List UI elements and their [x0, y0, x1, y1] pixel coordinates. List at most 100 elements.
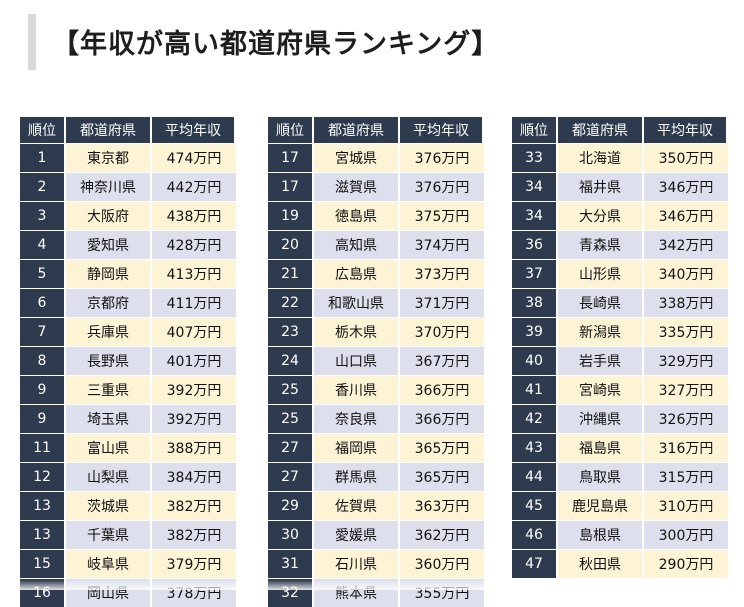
income-cell: 366万円 — [400, 404, 484, 433]
income-cell: 438万円 — [152, 201, 236, 230]
table-row: 20 高知県 374万円 — [268, 230, 484, 259]
rank-cell: 11 — [20, 433, 66, 462]
rank-cell: 29 — [268, 491, 314, 520]
income-cell: 379万円 — [152, 549, 236, 578]
rank-cell: 36 — [512, 230, 558, 259]
income-cell: 340万円 — [644, 259, 728, 288]
table-row: 7 兵庫県 407万円 — [20, 317, 236, 346]
ranking-table-2: 順位 都道府県 平均年収 17 宮城県 376万円 17 滋賀県 376万円 19 徳島県 37… — [268, 117, 484, 607]
rank-cell: 45 — [512, 491, 558, 520]
table-row: 27 群馬県 365万円 — [268, 462, 484, 491]
rank-cell: 5 — [20, 259, 66, 288]
rank-cell: 39 — [512, 317, 558, 346]
income-cell: 338万円 — [644, 288, 728, 317]
rank-cell: 19 — [268, 201, 314, 230]
prefecture-cell: 大阪府 — [66, 201, 152, 230]
rank-cell: 31 — [268, 549, 314, 578]
table-row: 42 沖縄県 326万円 — [512, 404, 728, 433]
table-row: 6 京都府 411万円 — [20, 288, 236, 317]
table-header-row: 順位 都道府県 平均年収 — [268, 117, 484, 143]
table-row: 30 愛媛県 362万円 — [268, 520, 484, 549]
prefecture-cell: 新潟県 — [558, 317, 644, 346]
prefecture-cell: 広島県 — [314, 259, 400, 288]
income-cell: 442万円 — [152, 172, 236, 201]
table-row: 39 新潟県 335万円 — [512, 317, 728, 346]
income-cell: 371万円 — [400, 288, 484, 317]
rank-cell: 15 — [20, 549, 66, 578]
income-cell: 428万円 — [152, 230, 236, 259]
income-cell: 315万円 — [644, 462, 728, 491]
table-row: 43 福島県 316万円 — [512, 433, 728, 462]
prefecture-cell: 島根県 — [558, 520, 644, 549]
table-row: 24 山口県 367万円 — [268, 346, 484, 375]
income-cell: 360万円 — [400, 549, 484, 578]
rank-cell: 17 — [268, 143, 314, 172]
table-row: 40 岩手県 329万円 — [512, 346, 728, 375]
table-row: 19 徳島県 375万円 — [268, 201, 484, 230]
table-row: 13 茨城県 382万円 — [20, 491, 236, 520]
bottom-fade — [0, 580, 744, 590]
header-prefecture: 都道府県 — [66, 117, 152, 143]
table-row: 31 石川県 360万円 — [268, 549, 484, 578]
prefecture-cell: 鹿児島県 — [558, 491, 644, 520]
income-cell: 329万円 — [644, 346, 728, 375]
rank-cell: 13 — [20, 520, 66, 549]
table-row: 22 和歌山県 371万円 — [268, 288, 484, 317]
table-row: 23 栃木県 370万円 — [268, 317, 484, 346]
ranking-table-1: 順位 都道府県 平均年収 1 東京都 474万円 2 神奈川県 442万円 3 大阪府 438万… — [20, 117, 236, 607]
income-cell: 407万円 — [152, 317, 236, 346]
prefecture-cell: 三重県 — [66, 375, 152, 404]
income-cell: 401万円 — [152, 346, 236, 375]
table-row: 4 愛知県 428万円 — [20, 230, 236, 259]
income-cell: 382万円 — [152, 491, 236, 520]
income-cell: 413万円 — [152, 259, 236, 288]
table-row: 47 秋田県 290万円 — [512, 549, 728, 578]
rank-cell: 9 — [20, 404, 66, 433]
table-row: 38 長崎県 338万円 — [512, 288, 728, 317]
income-cell: 327万円 — [644, 375, 728, 404]
table-row: 44 鳥取県 315万円 — [512, 462, 728, 491]
rank-cell: 22 — [268, 288, 314, 317]
prefecture-cell: 富山県 — [66, 433, 152, 462]
income-cell: 474万円 — [152, 143, 236, 172]
rank-cell: 17 — [268, 172, 314, 201]
prefecture-cell: 岩手県 — [558, 346, 644, 375]
prefecture-cell: 和歌山県 — [314, 288, 400, 317]
rank-cell: 33 — [512, 143, 558, 172]
prefecture-cell: 京都府 — [66, 288, 152, 317]
rank-cell: 2 — [20, 172, 66, 201]
rank-cell: 34 — [512, 201, 558, 230]
table-row: 9 埼玉県 392万円 — [20, 404, 236, 433]
table-row: 41 宮崎県 327万円 — [512, 375, 728, 404]
income-cell: 350万円 — [644, 143, 728, 172]
prefecture-cell: 福岡県 — [314, 433, 400, 462]
table-row: 34 福井県 346万円 — [512, 172, 728, 201]
page-title: 【年収が高い都道府県ランキング】 — [52, 29, 500, 60]
prefecture-cell: 香川県 — [314, 375, 400, 404]
rank-cell: 8 — [20, 346, 66, 375]
rank-cell: 6 — [20, 288, 66, 317]
prefecture-cell: 千葉県 — [66, 520, 152, 549]
rank-cell: 43 — [512, 433, 558, 462]
rank-cell: 24 — [268, 346, 314, 375]
income-cell: 376万円 — [400, 172, 484, 201]
rank-cell: 7 — [20, 317, 66, 346]
income-cell: 363万円 — [400, 491, 484, 520]
table-row: 17 宮城県 376万円 — [268, 143, 484, 172]
income-cell: 346万円 — [644, 172, 728, 201]
income-cell: 392万円 — [152, 375, 236, 404]
prefecture-cell: 群馬県 — [314, 462, 400, 491]
table-row: 12 山梨県 384万円 — [20, 462, 236, 491]
prefecture-cell: 宮城県 — [314, 143, 400, 172]
ranking-table-3: 順位 都道府県 平均年収 33 北海道 350万円 34 福井県 346万円 34 大分県 34… — [512, 117, 728, 578]
rank-cell: 40 — [512, 346, 558, 375]
income-cell: 374万円 — [400, 230, 484, 259]
table-row: 29 佐賀県 363万円 — [268, 491, 484, 520]
prefecture-cell: 埼玉県 — [66, 404, 152, 433]
prefecture-cell: 宮崎県 — [558, 375, 644, 404]
income-cell: 300万円 — [644, 520, 728, 549]
rank-cell: 20 — [268, 230, 314, 259]
prefecture-cell: 栃木県 — [314, 317, 400, 346]
prefecture-cell: 茨城県 — [66, 491, 152, 520]
rank-cell: 27 — [268, 433, 314, 462]
